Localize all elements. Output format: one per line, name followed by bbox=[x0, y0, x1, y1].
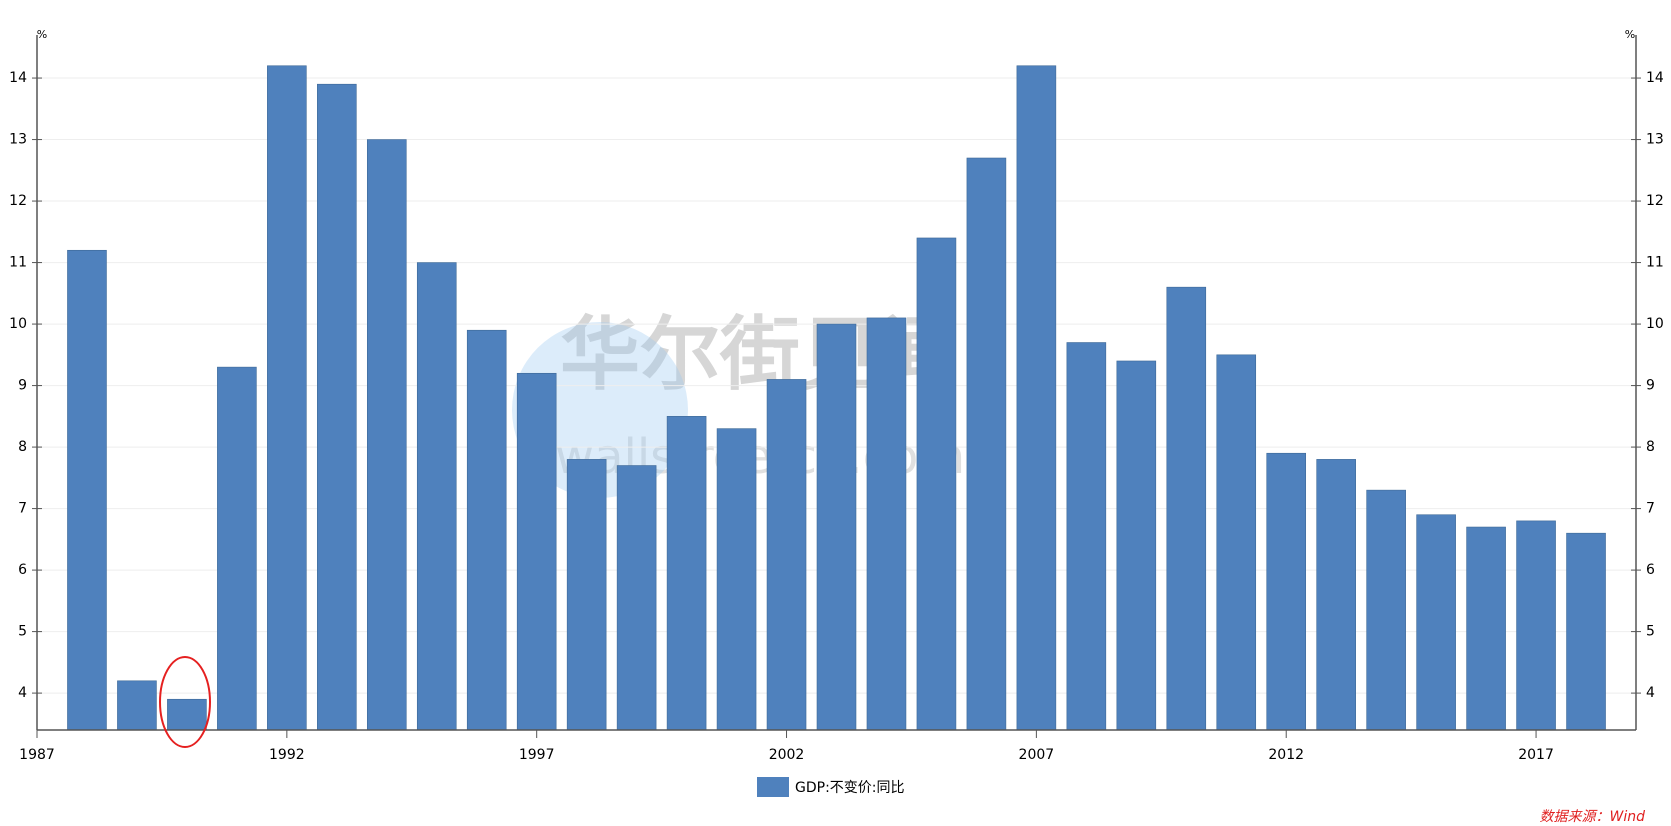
y2-tick-label: 9 bbox=[1646, 378, 1655, 394]
highlight-circle bbox=[159, 656, 211, 748]
y-unit: % bbox=[37, 28, 47, 41]
y2-tick-label: 11 bbox=[1646, 255, 1664, 271]
y-tick-label: 6 bbox=[18, 562, 27, 578]
bar bbox=[966, 157, 1007, 731]
bar bbox=[616, 465, 657, 731]
bar bbox=[816, 323, 857, 731]
bar bbox=[1566, 532, 1606, 731]
x-tick-label: 1997 bbox=[519, 747, 555, 763]
y2-tick-label: 13 bbox=[1646, 132, 1664, 148]
bar bbox=[466, 329, 507, 731]
bar bbox=[1416, 514, 1456, 731]
legend-label: GDP:不变价:同比 bbox=[795, 780, 905, 796]
y-tick-label: 9 bbox=[18, 378, 27, 394]
bar bbox=[916, 237, 957, 731]
bar bbox=[217, 366, 257, 731]
bar bbox=[1216, 354, 1257, 731]
y2-tick-label: 4 bbox=[1646, 685, 1655, 701]
bar bbox=[117, 680, 157, 731]
y2-tick-label: 8 bbox=[1646, 439, 1655, 455]
y2-tick-label: 14 bbox=[1646, 70, 1664, 86]
y-tick-label: 10 bbox=[9, 316, 27, 332]
bar bbox=[366, 139, 407, 731]
y2-tick-label: 5 bbox=[1646, 624, 1655, 640]
y-tick-label: 12 bbox=[9, 193, 27, 209]
y-tick-label: 5 bbox=[18, 624, 27, 640]
y2-tick-label: 10 bbox=[1646, 316, 1664, 332]
bar bbox=[1166, 286, 1207, 731]
bar bbox=[1366, 489, 1406, 731]
legend-swatch bbox=[757, 777, 789, 797]
y2-tick-label: 6 bbox=[1646, 562, 1655, 578]
bar bbox=[1266, 452, 1307, 731]
bar bbox=[1066, 342, 1107, 731]
bar bbox=[566, 459, 607, 731]
x-tick-label: 1987 bbox=[19, 747, 55, 763]
y-tick-label: 14 bbox=[9, 70, 27, 86]
y2-unit: % bbox=[1625, 28, 1635, 41]
x-tick-label: 2012 bbox=[1268, 747, 1304, 763]
x-tick-label: 2017 bbox=[1518, 747, 1554, 763]
x-tick-label: 2007 bbox=[1019, 747, 1055, 763]
bar bbox=[666, 416, 707, 731]
y-tick-label: 13 bbox=[9, 132, 27, 148]
x-tick-label: 2002 bbox=[769, 747, 805, 763]
bar bbox=[1016, 65, 1057, 731]
y-tick-label: 4 bbox=[18, 685, 27, 701]
x-tick-label: 1992 bbox=[269, 747, 305, 763]
y2-tick-label: 12 bbox=[1646, 193, 1664, 209]
bar bbox=[716, 428, 757, 731]
bar bbox=[866, 317, 907, 731]
bar bbox=[1316, 459, 1356, 731]
y-tick-label: 7 bbox=[18, 501, 27, 517]
bar bbox=[267, 65, 307, 731]
y2-tick-label: 7 bbox=[1646, 501, 1655, 517]
bar bbox=[1516, 520, 1556, 731]
y-tick-label: 8 bbox=[18, 439, 27, 455]
bar bbox=[516, 372, 557, 731]
bar bbox=[1466, 526, 1506, 731]
bar bbox=[67, 249, 107, 731]
bar bbox=[416, 262, 457, 731]
bar bbox=[317, 83, 357, 731]
bar bbox=[167, 698, 207, 731]
y-tick-label: 11 bbox=[9, 255, 27, 271]
bar bbox=[766, 379, 807, 731]
source: 数据来源：Wind bbox=[1540, 809, 1646, 825]
bar bbox=[1116, 360, 1157, 731]
